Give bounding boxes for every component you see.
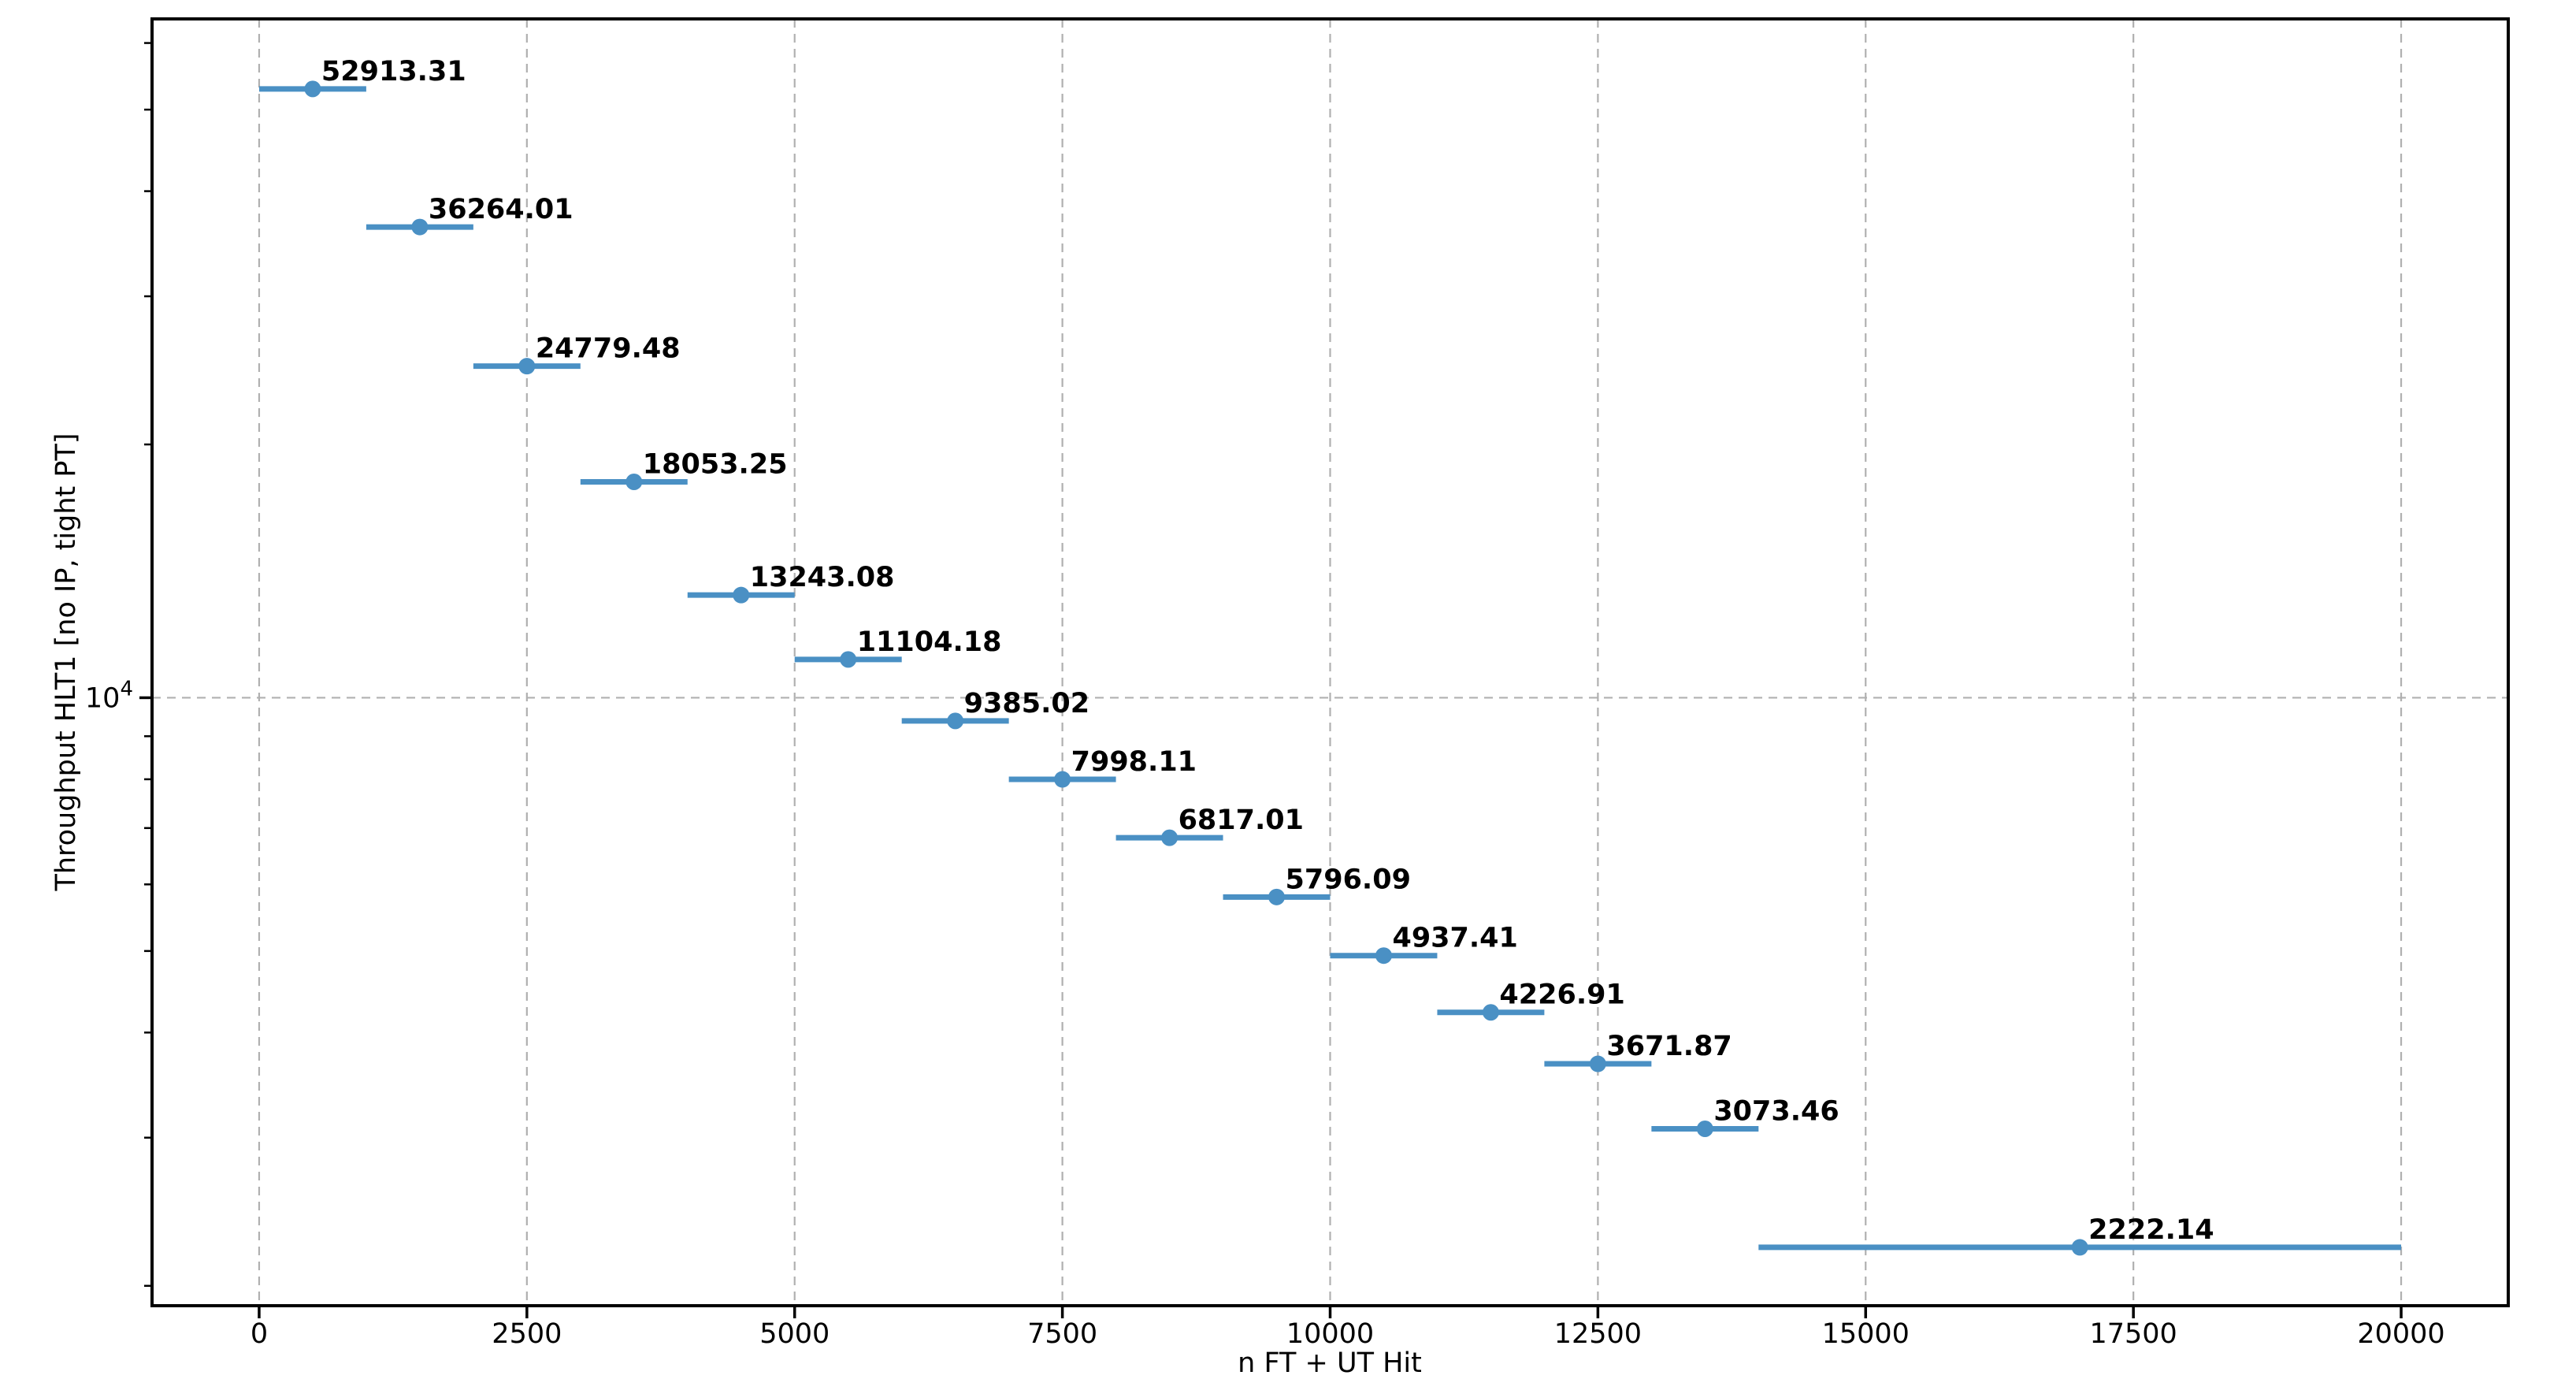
data-point-marker bbox=[518, 358, 536, 375]
data-point-marker bbox=[304, 80, 321, 98]
data-point-marker bbox=[1696, 1121, 1713, 1138]
x-tick-label: 0 bbox=[251, 1318, 268, 1350]
data-point-label: 4226.91 bbox=[1499, 979, 1624, 1011]
data-point-label: 7998.11 bbox=[1071, 746, 1197, 778]
data-point-label: 11104.18 bbox=[857, 626, 1002, 658]
x-tick-label: 5000 bbox=[759, 1318, 830, 1350]
y-tick-label: 104 bbox=[85, 677, 133, 714]
data-point-label: 52913.31 bbox=[321, 56, 466, 87]
data-point-label: 13243.08 bbox=[750, 562, 895, 593]
data-point-label: 5796.09 bbox=[1286, 864, 1411, 895]
data-point-label: 2222.14 bbox=[2088, 1214, 2214, 1246]
data-point-label: 3671.87 bbox=[1606, 1031, 1732, 1062]
data-point-label: 9385.02 bbox=[964, 688, 1089, 719]
x-tick-label: 2500 bbox=[492, 1318, 562, 1350]
data-point-label: 24779.48 bbox=[536, 333, 681, 365]
data-point-marker bbox=[1482, 1004, 1499, 1021]
x-tick-label: 10000 bbox=[1286, 1318, 1374, 1350]
data-point-label: 3073.46 bbox=[1713, 1096, 1839, 1128]
data-point-label: 6817.01 bbox=[1179, 805, 1304, 836]
data-point-label: 4937.41 bbox=[1392, 923, 1517, 954]
data-point-label: 36264.01 bbox=[429, 194, 573, 225]
data-point-marker bbox=[1161, 829, 1179, 846]
data-point-marker bbox=[947, 712, 964, 730]
x-tick-label: 7500 bbox=[1027, 1318, 1097, 1350]
x-axis-title: n FT + UT Hit bbox=[1238, 1347, 1422, 1379]
y-axis-title: Throughput HLT1 [no IP, tight PT] bbox=[50, 433, 82, 891]
data-point-marker bbox=[733, 586, 750, 604]
data-point-label: 18053.25 bbox=[643, 449, 788, 481]
x-tick-label: 12500 bbox=[1554, 1318, 1642, 1350]
x-tick-label: 17500 bbox=[2089, 1318, 2177, 1350]
data-point-marker bbox=[1054, 771, 1071, 788]
data-point-marker bbox=[411, 218, 429, 236]
data-point-marker bbox=[1375, 947, 1392, 965]
data-point-marker bbox=[1589, 1055, 1606, 1072]
data-point-marker bbox=[840, 651, 857, 668]
data-point-marker bbox=[1268, 888, 1286, 905]
x-tick-label: 15000 bbox=[1822, 1318, 1910, 1350]
x-tick-label: 20000 bbox=[2357, 1318, 2444, 1350]
data-point-marker bbox=[625, 474, 643, 491]
data-point-marker bbox=[2071, 1239, 2088, 1256]
